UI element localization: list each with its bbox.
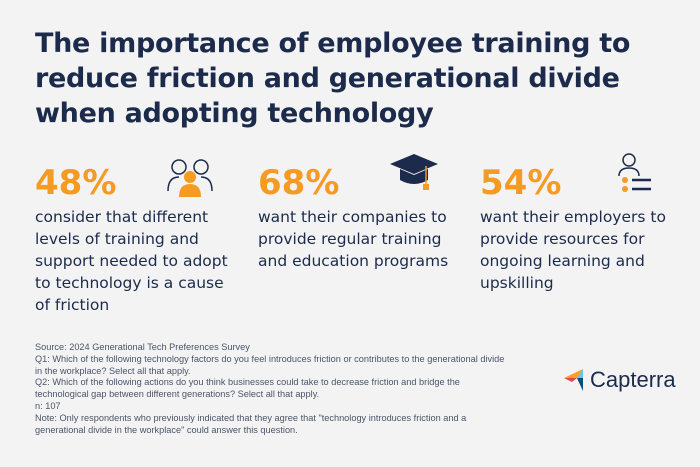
stat-text: consider that different levels of trainin… — [35, 206, 245, 316]
logo-mark — [564, 369, 583, 391]
stat-value: 68% — [258, 163, 340, 203]
stat-text: want their employers to provide resources… — [480, 206, 690, 294]
footnote-line: Q1: Which of the following technology fa… — [35, 353, 505, 364]
stat-text-line: and education programs — [258, 252, 449, 270]
stat: 68% want their companies to provide regula… — [258, 160, 468, 272]
footnote-line: generational divide in the workplace" co… — [35, 424, 298, 435]
stat-text-line: want their companies to — [258, 208, 447, 226]
stat-text-line: consider that different — [35, 208, 209, 226]
stat: 54% want their employers to provide resour… — [480, 160, 690, 294]
stat-text-line: ongoing learning and — [480, 252, 645, 270]
stat-text-line: to technology is a cause — [35, 274, 224, 292]
learner-icon — [618, 153, 651, 192]
footnote: Source: 2024 Generational Tech Preferenc… — [35, 342, 504, 436]
logo-text: Capterra — [590, 367, 676, 392]
stat-text-line: levels of training and — [35, 230, 199, 248]
footnote-line: Q2: Which of the following actions do yo… — [35, 377, 460, 388]
stat-text-line: want their employers to — [480, 208, 666, 226]
footnote-line: Note: Only respondents who previously in… — [35, 412, 467, 423]
title: The importance of employee training to re… — [35, 26, 630, 131]
grad-cap-icon — [390, 154, 438, 190]
stat-text-line: support needed to adopt — [35, 252, 228, 270]
stat-value: 48% — [35, 163, 117, 203]
footnote-line: in the workplace? Select all that apply. — [35, 365, 191, 376]
stat-value: 54% — [480, 163, 562, 203]
people-icon — [167, 159, 213, 197]
stat-text-line: upskilling — [480, 274, 554, 292]
stat-text-line: provide regular training — [258, 230, 442, 248]
footnote-line: technological gap between different gene… — [35, 389, 320, 400]
title-line: when adopting technology — [35, 98, 434, 129]
title-line: The importance of employee training to — [35, 28, 631, 59]
stat-text: want their companies to provide regular t… — [258, 206, 468, 272]
title-line: reduce friction and generational divide — [35, 63, 620, 94]
stat-text-line: provide resources for — [480, 230, 645, 248]
stat-text-line: of friction — [35, 296, 110, 314]
footnote-line: n: 107 — [35, 400, 61, 411]
footnote-line: Source: 2024 Generational Tech Preferenc… — [35, 342, 250, 352]
stat: 48% consider that different levels of trai… — [35, 160, 245, 316]
